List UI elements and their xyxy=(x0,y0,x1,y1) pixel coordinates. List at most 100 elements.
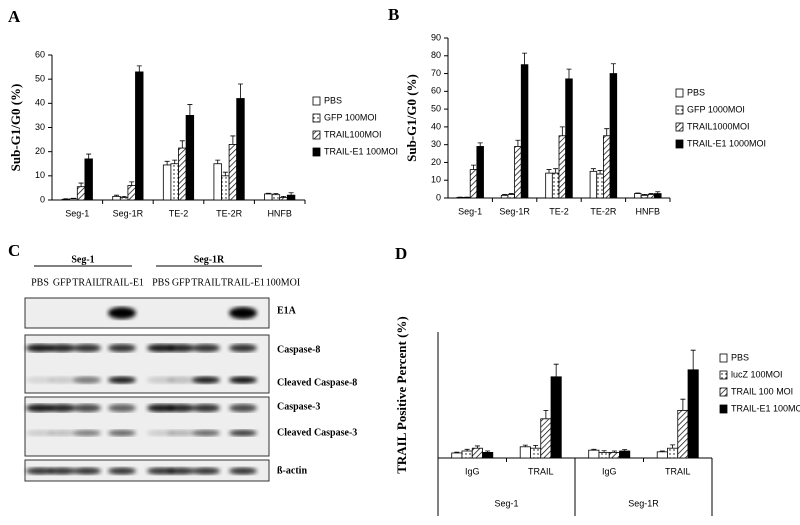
bar xyxy=(456,197,464,199)
lane-label: GFP xyxy=(172,277,191,288)
x-tick-label: TE-2 xyxy=(549,206,569,216)
band-label: Caspase-8 xyxy=(277,344,320,355)
bar xyxy=(667,447,679,459)
blot-band xyxy=(26,376,54,384)
bar xyxy=(84,158,93,201)
bar xyxy=(640,194,649,199)
error-bar xyxy=(522,52,528,65)
legend-label: TRAIL 100 MOI xyxy=(731,386,793,396)
legend-swatch xyxy=(312,147,321,157)
legend-swatch xyxy=(312,113,321,123)
blot-strip xyxy=(24,297,270,329)
bar xyxy=(656,451,668,459)
blot-band xyxy=(73,344,101,352)
y-tick-label: 90 xyxy=(431,32,441,42)
error-bar xyxy=(502,194,508,196)
bar xyxy=(213,163,222,201)
bar xyxy=(500,194,509,199)
legend-swatch xyxy=(312,96,321,106)
bar xyxy=(61,198,71,201)
bar xyxy=(608,451,620,459)
legend-swatch xyxy=(675,88,684,98)
blot-band xyxy=(108,404,136,412)
blot-band xyxy=(26,430,54,436)
y-tick-label: 30 xyxy=(35,122,45,132)
blot-band xyxy=(229,430,257,436)
blot-band xyxy=(167,376,195,384)
x-tick-label: HNFB xyxy=(267,208,292,218)
x-tick-label: Seg-1 xyxy=(65,208,89,218)
blot-band xyxy=(229,404,257,412)
blot-band xyxy=(167,430,195,436)
blot-band xyxy=(147,430,175,436)
bar xyxy=(135,71,144,201)
y-tick-label: 70 xyxy=(431,68,441,78)
bar xyxy=(540,418,552,459)
blot-strip xyxy=(24,334,270,394)
error-bar xyxy=(280,195,286,198)
band-label: Cleaved Caspase-8 xyxy=(277,377,357,388)
y-tick-label: 50 xyxy=(431,103,441,113)
legend-label: TRAIL-E1 1000MOI xyxy=(687,138,766,148)
x-tick-label: Seg-1R xyxy=(113,208,144,218)
y-tick-label: 20 xyxy=(431,157,441,167)
bar xyxy=(551,172,560,199)
error-bar xyxy=(485,450,491,453)
legend-swatch xyxy=(312,130,321,140)
legend-swatch xyxy=(719,387,728,397)
y-axis-label: Sub-G1/G0 (%) xyxy=(404,74,419,162)
x-tick-label: TE-2R xyxy=(590,206,617,216)
bar xyxy=(520,64,529,199)
blot-band xyxy=(26,404,54,412)
bar xyxy=(476,146,484,199)
y-axis-label: TRAIL Positive Percent (%) xyxy=(394,316,409,474)
bar xyxy=(228,144,238,201)
error-bar xyxy=(129,181,135,186)
bar xyxy=(469,169,478,199)
error-bar xyxy=(559,126,565,136)
error-bar xyxy=(601,450,607,453)
blot-band xyxy=(229,467,257,475)
legend-swatch xyxy=(675,139,684,149)
x-tick-label: IgG xyxy=(602,466,617,476)
bar xyxy=(654,193,662,199)
error-bar xyxy=(591,448,597,451)
error-bar xyxy=(471,164,477,170)
blot-band xyxy=(73,404,101,412)
bar xyxy=(603,135,611,199)
lane-label: TRAIL-E1 xyxy=(221,277,265,288)
blot-band xyxy=(73,376,101,384)
error-bar xyxy=(179,140,185,149)
bar xyxy=(634,193,642,199)
panel-label: B xyxy=(388,5,399,24)
blot-band xyxy=(192,467,220,475)
error-bar xyxy=(690,349,696,370)
bar xyxy=(112,195,121,201)
bar xyxy=(558,135,567,199)
error-bar xyxy=(622,449,628,451)
error-bar xyxy=(78,182,84,187)
legend-swatch xyxy=(675,105,684,115)
error-bar xyxy=(273,193,279,195)
error-bar xyxy=(611,450,617,453)
bar xyxy=(279,197,288,201)
legend-label: TRAIL1000MOI xyxy=(687,121,750,131)
bar xyxy=(471,447,483,459)
lane-label: TRAIL-E1 xyxy=(100,277,144,288)
error-bar xyxy=(610,63,616,74)
group-label: Seg-1 xyxy=(71,254,94,265)
x-tick-label: TRAIL xyxy=(665,466,691,476)
x-tick-label: TE-2 xyxy=(169,208,189,218)
bar xyxy=(677,409,689,459)
bar xyxy=(596,173,604,199)
blot-band xyxy=(26,467,54,475)
bar xyxy=(619,450,631,459)
blot-band xyxy=(48,376,76,384)
error-bar xyxy=(508,193,514,195)
bar xyxy=(507,194,516,199)
error-bar xyxy=(136,65,142,72)
blot-band xyxy=(229,344,257,352)
blot-band xyxy=(73,430,101,436)
band-label: E1A xyxy=(277,305,297,316)
y-tick-label: 0 xyxy=(40,194,45,204)
